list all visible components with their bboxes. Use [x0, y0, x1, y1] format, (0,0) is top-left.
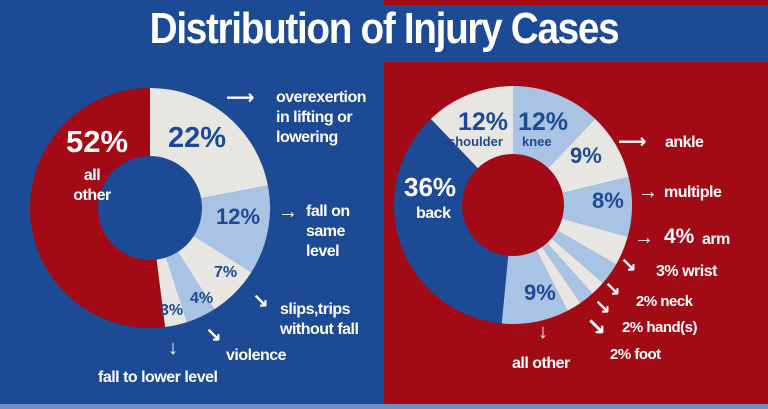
arrow-down-right-icon: ↘: [252, 291, 269, 313]
arrow-down-right-icon: ↘: [205, 325, 222, 347]
label-all-other-right: all other: [512, 355, 570, 372]
value-label-multiple: 8%: [592, 188, 624, 213]
donut-segment-fall-to-lower-level: [156, 257, 188, 328]
donut-segment-wrist: [551, 230, 617, 283]
donut-segment-overexertion-in-lifting-or-lowering: [150, 88, 268, 199]
donut-segment-knee: [513, 86, 596, 169]
label-violence: violence: [226, 347, 287, 364]
arrow-down-right-icon: ↘: [604, 279, 621, 301]
label-multiple: multiple: [664, 184, 722, 201]
arrow-down-icon: ↓: [538, 321, 548, 343]
label-hand: 2% hand(s): [622, 319, 698, 336]
label-foot: 2% foot: [610, 346, 661, 363]
value-label-arm: 4%: [664, 225, 695, 248]
label-arm: arm: [702, 231, 730, 248]
arrow-right-icon: ⟶: [618, 131, 647, 153]
label-fall-lower: fall to lower level: [98, 369, 218, 386]
donut-segment-shoulder: [430, 86, 513, 169]
label-line: without fall: [280, 321, 359, 338]
value-label-overexertion: 22%: [168, 122, 227, 154]
label-line: slips,trips: [280, 301, 351, 318]
arrow-down-right-icon: ↘: [620, 255, 637, 277]
label-line: level: [306, 243, 340, 260]
label-wrist: 3% wrist: [656, 263, 717, 280]
label-slips: slips,trips without fall: [280, 300, 359, 340]
page-title: Distribution of Injury Cases: [149, 4, 620, 53]
value-label-back: 36%: [404, 172, 457, 202]
label-line: other: [73, 187, 111, 204]
donut-segment-violence: [166, 251, 215, 323]
donut-segment-foot: [536, 247, 581, 311]
label-knee: knee: [522, 134, 552, 149]
value-label-violence: 4%: [190, 290, 214, 307]
donut-segment-slips-trips-without-fall: [177, 235, 252, 310]
label-shoulder: shoulder: [448, 134, 503, 149]
value-label-knee: 12%: [518, 108, 569, 136]
donut-segment-arm: [557, 218, 628, 265]
label-fall-same-level: fall on same level: [306, 202, 350, 262]
value-label-ankle: 9%: [570, 143, 602, 168]
arrow-right-icon: →: [278, 201, 298, 223]
arrow-right-icon: →: [634, 227, 654, 249]
donut-segment-hand-s-: [541, 243, 593, 304]
label-line: lowering: [276, 129, 338, 146]
bottom-line: [0, 404, 768, 409]
value-label-fall-same-level: 12%: [216, 204, 261, 229]
label-neck: 2% neck: [636, 293, 693, 310]
arrow-down-right-icon: ↘: [594, 297, 611, 319]
label-all-other: all other: [72, 166, 112, 206]
label-line: all: [83, 167, 101, 184]
value-label-shoulder: 12%: [458, 108, 509, 136]
label-line: fall on: [306, 203, 350, 220]
arrow-right-icon: ⟶: [226, 87, 255, 109]
arrow-down-icon: ↓: [168, 337, 178, 359]
label-line: in lifting or: [276, 109, 353, 126]
donut-segment-back: [393, 118, 509, 324]
value-label-all-other: 52%: [66, 124, 129, 159]
donut-segment-fall-on-same-level: [193, 185, 270, 273]
label-line: same: [306, 223, 345, 240]
donut-segment-all-other: [501, 250, 568, 324]
donut-segment-neck: [547, 238, 603, 294]
donut-segment-ankle: [548, 118, 629, 193]
value-label-all-other-right: 9%: [524, 280, 556, 305]
arrow-down-right-icon: ↘: [586, 314, 607, 341]
top-red-strip: [384, 0, 768, 5]
donut-segment-all-other: [30, 88, 166, 328]
label-back: back: [416, 205, 451, 222]
value-label-slips: 7%: [214, 264, 238, 281]
value-label-fall-lower: 3%: [160, 302, 184, 319]
donut-segment-multiple: [562, 176, 632, 237]
arrow-right-icon: →: [638, 181, 658, 203]
label-ankle: ankle: [665, 134, 704, 151]
label-line: overexertion: [276, 89, 367, 106]
label-overexertion: overexertion in lifting or lowering: [276, 88, 367, 148]
